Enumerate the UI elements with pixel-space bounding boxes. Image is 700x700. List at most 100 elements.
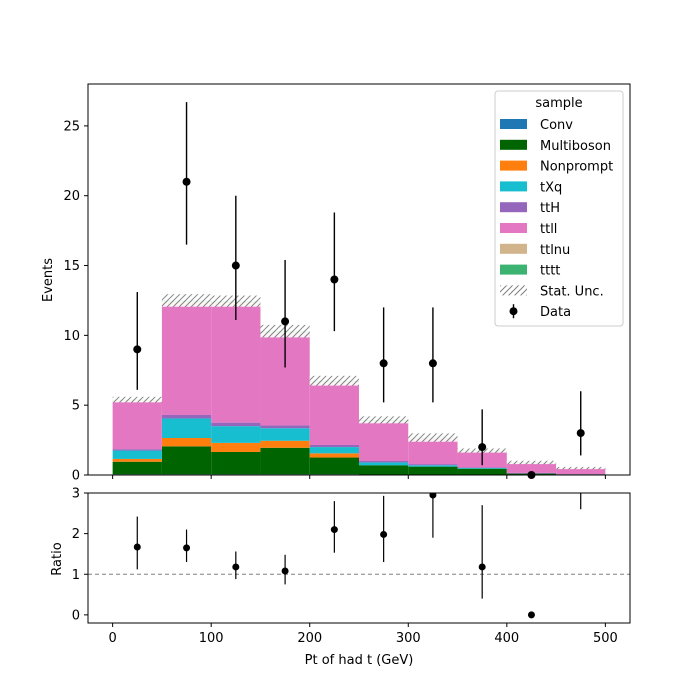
main-y-tick-label-1: 5 (72, 399, 80, 414)
main-y-tick-label-2: 10 (63, 329, 80, 344)
bar-ttll-9 (556, 468, 606, 475)
legend-label-ttll: ttll (540, 222, 557, 237)
data-point-3 (281, 317, 290, 326)
bar-nonprompt-1 (161, 437, 212, 447)
ratio-y-ticks: 0 1 2 3 (72, 487, 88, 623)
data-points (133, 102, 585, 479)
bar-ttll-4 (309, 383, 359, 445)
x-axis-label: Pt of had t (GeV) (305, 653, 414, 668)
bar-tth-4 (309, 444, 359, 448)
stat-unc-band-4 (309, 375, 359, 386)
legend-label-nonprompt: Nonprompt (540, 160, 613, 175)
stat-unc-band-9 (556, 466, 606, 470)
stat-unc-band-8 (506, 460, 557, 465)
bar-txq-7 (457, 468, 507, 469)
bar-txq-0 (112, 450, 162, 459)
bar-tth-5 (359, 461, 409, 463)
main-y-tick-label-4: 20 (63, 189, 80, 204)
main-y-axis-label: Events (41, 258, 56, 302)
ratio-y-tick-label-0: 0 (72, 608, 80, 623)
data-point-0 (133, 345, 142, 354)
data-point-4 (330, 275, 339, 284)
bar-ttll-6 (408, 438, 458, 465)
bar-tth-6 (408, 464, 458, 466)
bar-multiboson-2 (211, 451, 261, 475)
stat-unc-band-0 (112, 396, 162, 403)
main-y-tick-label-5: 25 (63, 119, 80, 134)
legend-label-stat-unc: Stat. Unc. (540, 284, 604, 299)
bar-txq-4 (309, 447, 359, 454)
ratio-y-tick-label-3: 3 (72, 487, 80, 502)
legend-swatch-tth (500, 202, 527, 213)
x-tick-label-5: 500 (593, 631, 618, 646)
legend-marker-data (509, 307, 518, 316)
bar-ttll-8 (506, 463, 557, 473)
legend: sample Conv Multiboson Nonprompt tXq ttH ttll t… (494, 90, 624, 327)
bar-tth-3 (260, 425, 310, 429)
data-point-1 (182, 177, 191, 186)
bar-txq-5 (359, 462, 409, 466)
bar-nonprompt-0 (112, 458, 162, 462)
ratio-point-6 (429, 493, 437, 499)
legend-swatch-ttll (500, 223, 527, 233)
bar-tth-0 (112, 449, 162, 451)
ratio-points-inner (133, 493, 582, 619)
bar-tth-1 (161, 414, 212, 419)
bar-multiboson-1 (161, 446, 212, 475)
bar-tth-7 (457, 467, 507, 469)
ratio-point-2 (232, 563, 240, 571)
legend-title: sample (535, 96, 582, 111)
main-y-ticks: 0 5 10 15 20 25 (63, 119, 88, 484)
legend-label-ttlnu: ttlnu (540, 243, 570, 258)
bar-multiboson-4 (309, 457, 359, 475)
x-tick-label-0: 0 (108, 631, 116, 646)
ratio-point-0 (133, 543, 141, 551)
bar-multiboson-6 (408, 466, 458, 475)
ratio-plot-frame (87, 492, 631, 624)
x-tick-label-4: 400 (494, 631, 519, 646)
main-x-ticks (112, 475, 606, 479)
x-tick-label-1: 100 (199, 631, 224, 646)
ratio-y-axis-label: Ratio (50, 542, 65, 575)
bar-txq-1 (161, 418, 212, 438)
legend-label-data: Data (540, 305, 571, 320)
main-y-tick-label-0: 0 (72, 469, 80, 484)
data-point-7 (478, 443, 487, 452)
data-point-5 (379, 359, 388, 368)
ratio-x-ticks: 0 100 200 300 400 500 (108, 623, 618, 646)
bar-multiboson-3 (260, 447, 310, 475)
legend-swatch-tttt (500, 264, 527, 275)
bar-multiboson-5 (359, 465, 409, 475)
x-tick-label-3: 300 (396, 631, 421, 646)
bar-txq-6 (408, 465, 458, 467)
bar-ttll-2 (211, 305, 261, 423)
x-tick-label-2: 200 (297, 631, 322, 646)
legend-swatch-multiboson (500, 139, 527, 150)
ratio-point-1 (183, 544, 191, 552)
ratio-y-tick-label-1: 1 (72, 568, 80, 583)
stat-unc-band-6 (408, 433, 458, 442)
bar-tth-2 (211, 422, 261, 427)
main-plot-frame (87, 83, 631, 476)
bar-nonprompt-4 (309, 453, 359, 458)
data-point-9 (576, 429, 585, 438)
legend-swatch-nonprompt (500, 160, 527, 171)
data-point-2 (231, 261, 240, 270)
ratio-y-tick-label-2: 2 (72, 527, 80, 542)
ratio-point-5 (380, 530, 388, 538)
stacked-bars (112, 300, 606, 475)
bar-ttll-0 (112, 401, 162, 450)
bar-ttll-5 (359, 421, 409, 462)
bar-nonprompt-3 (260, 440, 310, 448)
data-point-6 (428, 359, 437, 368)
ratio-point-3 (281, 567, 289, 575)
stat-unc-band-5 (359, 416, 409, 424)
bar-nonprompt-2 (211, 442, 261, 452)
legend-swatch-conv (500, 119, 527, 129)
legend-label-txq: tXq (540, 180, 562, 195)
legend-label-tttt: tttt (540, 264, 560, 279)
stat-unc-band-1 (161, 294, 212, 307)
legend-swatch-stat-unc (500, 285, 527, 296)
bar-multiboson-0 (112, 461, 162, 475)
